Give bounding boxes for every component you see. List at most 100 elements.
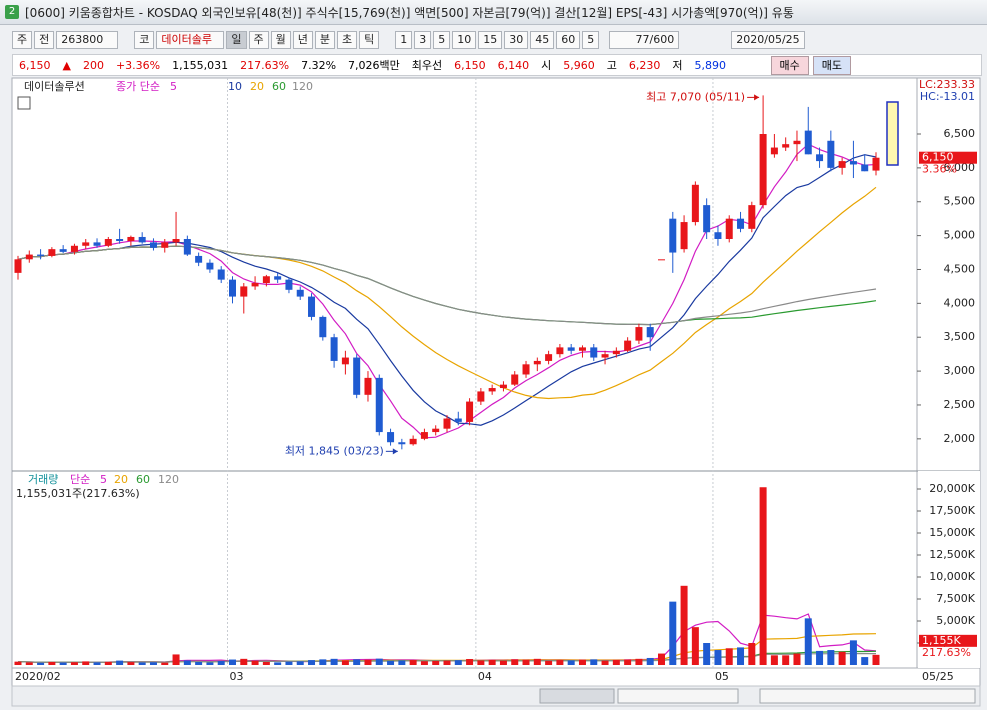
zoom-controls[interactable] <box>759 688 976 704</box>
candle-body <box>816 154 824 162</box>
quote-field: 최우선 <box>411 59 443 72</box>
toolbar-button[interactable]: 77/600 <box>609 31 680 49</box>
volume-bar <box>612 659 620 665</box>
toolbar-button[interactable]: 월 <box>270 31 291 49</box>
volume-summary: 1,155,031주(217.63%) <box>16 487 140 500</box>
candle-body <box>14 259 22 273</box>
volume-bar <box>624 659 632 665</box>
toolbar-button[interactable]: 1 <box>395 31 413 49</box>
toolbar-button[interactable]: 분 <box>314 31 335 49</box>
volume-bar <box>25 662 33 665</box>
volume-ma-legend: 20 <box>114 473 128 486</box>
toolbar-button[interactable]: 초 <box>337 31 358 49</box>
candle-body <box>861 164 869 172</box>
volume-bar <box>308 660 316 665</box>
candle-body <box>545 354 553 361</box>
toolbar-button[interactable]: 60 <box>556 31 581 49</box>
quote-field: 저 <box>672 59 683 72</box>
candle-body <box>93 242 101 246</box>
volume-bar <box>195 662 203 665</box>
volume-bar <box>93 662 101 665</box>
volume-bar <box>488 659 496 665</box>
candle-body <box>48 249 56 256</box>
candle-body <box>172 239 180 243</box>
volume-bar <box>827 650 835 665</box>
volume-bar <box>330 658 338 665</box>
scroll-controls[interactable] <box>617 688 739 704</box>
toolbar-button[interactable]: 5 <box>582 31 600 49</box>
candle-body <box>477 391 485 402</box>
candle-body <box>714 232 722 239</box>
volume-tag <box>919 634 977 647</box>
candle-body <box>409 438 417 445</box>
candle-body <box>624 340 632 351</box>
volume-bar <box>533 658 541 665</box>
toolbar-button[interactable]: 263800 <box>56 31 119 49</box>
y-tick-label: 5,000K <box>936 614 975 627</box>
volume-bar <box>341 660 349 665</box>
candle-body <box>364 377 372 395</box>
candle-body <box>25 254 33 260</box>
toolbar-button[interactable]: 일 <box>226 31 247 49</box>
candle-body <box>804 130 812 155</box>
y-tick-label: 4,000 <box>944 296 976 309</box>
toolbar-button[interactable]: 3 <box>414 31 432 49</box>
volume-bar <box>770 655 778 665</box>
toolbar-button[interactable]: 2020/05/25 <box>731 31 805 49</box>
volume-bar <box>229 659 236 665</box>
price-legend-label: 종가 단순 <box>116 80 160 93</box>
volume-ma-legend: 60 <box>136 473 150 486</box>
candle-body <box>703 205 711 233</box>
volume-bar <box>183 660 191 665</box>
scroll-thumb[interactable] <box>539 688 615 704</box>
volume-bar <box>590 659 598 665</box>
candle-body <box>195 255 203 263</box>
y-tick-label: 15,000K <box>929 526 975 539</box>
quote-field: +3.36% <box>115 58 161 72</box>
toolbar-button[interactable]: 전 <box>34 31 55 49</box>
volume-bar <box>578 659 586 665</box>
volume-bar <box>861 657 869 665</box>
price-ma-line <box>17 245 877 326</box>
toolbar-button[interactable]: 주 <box>12 31 33 49</box>
volume-ma-legend: 5 <box>100 473 107 486</box>
title-bar: 2 [0600] 키움종합차트 - KOSDAQ 외국인보유[48(천)] 주식… <box>0 0 987 25</box>
toolbar-button[interactable]: 10 <box>452 31 477 49</box>
y-tick-label: 6,500 <box>944 127 976 140</box>
candle-body <box>691 184 699 223</box>
volume-bar <box>838 651 846 665</box>
x-tick-label: 03 <box>230 670 244 683</box>
order-button[interactable]: 매수 <box>770 55 809 75</box>
volume-bar <box>387 660 395 665</box>
volume-bar <box>172 654 180 665</box>
volume-bar <box>646 657 654 665</box>
toolbar-button[interactable]: 30 <box>504 31 529 49</box>
volume-bar <box>161 662 169 665</box>
toolbar-button[interactable]: 년 <box>292 31 313 49</box>
window-title: [0600] 키움종합차트 - KOSDAQ 외국인보유[48(천)] 주식수[… <box>25 5 794 20</box>
volume-bar <box>782 655 790 665</box>
toolbar-button[interactable]: 데이터솔루 <box>156 31 225 49</box>
volume-bar <box>14 661 22 665</box>
quote-field: 5,890 <box>694 58 727 72</box>
toolbar-button[interactable]: 45 <box>530 31 555 49</box>
price-ma-legend: 10 <box>228 80 242 93</box>
volume-bar <box>285 661 293 665</box>
volume-bar <box>669 601 677 665</box>
toolbar-button[interactable]: 틱 <box>359 31 380 49</box>
volume-bar <box>545 660 553 665</box>
candle-body <box>635 327 643 341</box>
volume-bar <box>477 660 485 665</box>
toolbar-button[interactable]: 15 <box>478 31 503 49</box>
candle-body <box>375 377 383 433</box>
candle-body <box>511 374 519 385</box>
toolbar-button[interactable]: 5 <box>433 31 451 49</box>
toolbar-button[interactable]: 코 <box>134 31 155 49</box>
volume-bar <box>522 659 530 665</box>
candle-body <box>770 147 778 155</box>
candle-body <box>59 249 67 252</box>
order-button[interactable]: 매도 <box>812 55 851 75</box>
volume-bar <box>251 660 259 665</box>
toolbar-button[interactable]: 주 <box>248 31 269 49</box>
volume-bar <box>262 661 270 665</box>
